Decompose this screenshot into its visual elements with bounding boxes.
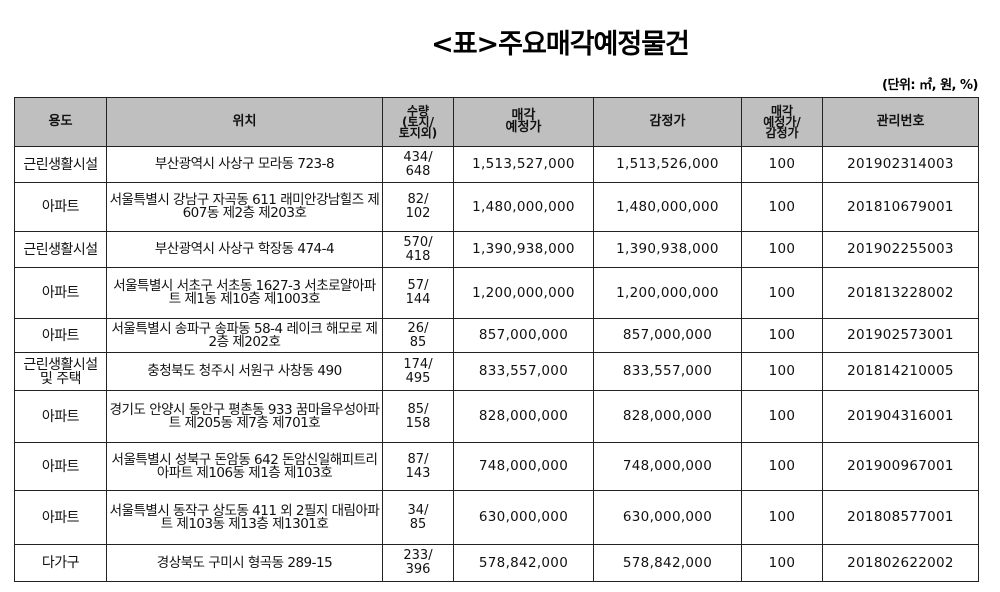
table-cell-mgmt-no: 201808577001 (822, 490, 979, 545)
table-cell-ratio: 100 (741, 544, 823, 582)
table-cell-ratio: 100 (741, 182, 823, 232)
table-cell-location: 서울특별시 서초구 서초동 1627-3 서초로얄아파트 제1동 제10층 제1… (106, 267, 383, 319)
table-cell-appraisal: 833,557,000 (593, 352, 742, 391)
table-cell-mgmt-no: 201813228002 (822, 267, 979, 319)
page-title: <표>주요매각예정물건 (431, 29, 690, 60)
table-cell-mgmt-no: 201904316001 (822, 390, 979, 443)
table-cell-ratio: 100 (741, 231, 823, 268)
table-cell-area: 57/ 144 (382, 267, 454, 319)
table-cell-planned-price: 578,842,000 (453, 544, 594, 582)
table-cell-location: 서울특별시 송파구 송파동 58-4 레이크 해모로 제2층 제202호 (106, 318, 383, 353)
table-cell-appraisal: 748,000,000 (593, 442, 742, 491)
unit-note: (단위: ㎡, 원, %) (882, 78, 978, 93)
table-cell-ratio: 100 (741, 318, 823, 353)
col-header-appraisal: 감정가 (593, 97, 742, 147)
col-header-location: 위치 (106, 97, 383, 147)
table-row: 다가구 경상북도 구미시 형곡동 289-15 233/ 396 578,842,00… (14, 544, 979, 582)
table-cell-location: 서울특별시 강남구 자곡동 611 래미안강남힐즈 제607동 제2층 제203… (106, 182, 383, 232)
table-row: 근린생활시설 부산광역시 사상구 학장동 474-4 570/ 418 1,390,9… (14, 231, 979, 268)
table-cell-appraisal: 1,513,526,000 (593, 146, 742, 183)
table-cell-appraisal: 1,200,000,000 (593, 267, 742, 319)
table-row: 아파트 서울특별시 송파구 송파동 58-4 레이크 해모로 제2층 제202호 2… (14, 318, 979, 353)
table-cell-planned-price: 857,000,000 (453, 318, 594, 353)
table-cell-use: 다가구 (14, 544, 107, 582)
table-cell-area: 233/ 396 (382, 544, 454, 582)
col-header-area: 수량 (토지/ 토지외) (382, 97, 454, 147)
table-cell-use: 아파트 (14, 267, 107, 319)
table-cell-mgmt-no: 201902573001 (822, 318, 979, 353)
table-cell-planned-price: 833,557,000 (453, 352, 594, 391)
table-cell-planned-price: 748,000,000 (453, 442, 594, 491)
table-row: 아파트 서울특별시 성북구 돈암동 642 돈암신일해피트리아파트 제106동 제… (14, 442, 979, 491)
table-cell-area: 434/ 648 (382, 146, 454, 183)
table-cell-use: 아파트 (14, 390, 107, 443)
table-cell-use: 아파트 (14, 442, 107, 491)
table-cell-area: 570/ 418 (382, 231, 454, 268)
table-header-row: 용도 위치 수량 (토지/ 토지외) 매각 예정가 감정가 매각 예정가/ 감정… (14, 97, 979, 147)
table-cell-location: 서울특별시 동작구 상도동 411 외 2필지 대림아파트 제103동 제13층… (106, 490, 383, 545)
table-cell-use: 근린생활시설 및 주택 (14, 352, 107, 391)
table-cell-area: 87/ 143 (382, 442, 454, 491)
col-header-mgmt-no: 관리번호 (822, 97, 979, 147)
table-cell-appraisal: 857,000,000 (593, 318, 742, 353)
col-header-use: 용도 (14, 97, 107, 147)
table-cell-ratio: 100 (741, 146, 823, 183)
table-cell-ratio: 100 (741, 442, 823, 491)
table-cell-use: 아파트 (14, 182, 107, 232)
table-cell-planned-price: 1,200,000,000 (453, 267, 594, 319)
col-header-ratio: 매각 예정가/ 감정가 (741, 97, 823, 147)
table-cell-use: 근린생활시설 (14, 231, 107, 268)
table-cell-mgmt-no: 201802622002 (822, 544, 979, 582)
table-cell-planned-price: 630,000,000 (453, 490, 594, 545)
table-cell-area: 34/ 85 (382, 490, 454, 545)
table-cell-location: 충청북도 청주시 서원구 사창동 490 (106, 352, 383, 391)
table-cell-mgmt-no: 201814210005 (822, 352, 979, 391)
table-cell-appraisal: 578,842,000 (593, 544, 742, 582)
table-cell-planned-price: 1,390,938,000 (453, 231, 594, 268)
table-cell-appraisal: 1,480,000,000 (593, 182, 742, 232)
table-cell-planned-price: 1,480,000,000 (453, 182, 594, 232)
col-header-planned-price: 매각 예정가 (453, 97, 594, 147)
table-cell-use: 아파트 (14, 490, 107, 545)
table-row: 아파트 서울특별시 서초구 서초동 1627-3 서초로얄아파트 제1동 제10층… (14, 267, 979, 319)
table-cell-ratio: 100 (741, 490, 823, 545)
table-row: 아파트 서울특별시 동작구 상도동 411 외 2필지 대림아파트 제103동 제… (14, 490, 979, 545)
table-cell-ratio: 100 (741, 352, 823, 391)
table-cell-location: 경상북도 구미시 형곡동 289-15 (106, 544, 383, 582)
table-cell-location: 부산광역시 사상구 학장동 474-4 (106, 231, 383, 268)
table-row: 아파트 서울특별시 강남구 자곡동 611 래미안강남힐즈 제607동 제2층 제… (14, 182, 979, 232)
table-cell-appraisal: 630,000,000 (593, 490, 742, 545)
table-cell-area: 26/ 85 (382, 318, 454, 353)
properties-table: 용도 위치 수량 (토지/ 토지외) 매각 예정가 감정가 매각 예정가/ 감정… (14, 97, 979, 582)
table-cell-area: 85/ 158 (382, 390, 454, 443)
table-cell-area: 82/ 102 (382, 182, 454, 232)
table-cell-use: 근린생활시설 (14, 146, 107, 183)
table-cell-mgmt-no: 201810679001 (822, 182, 979, 232)
table-cell-location: 경기도 안양시 동안구 평촌동 933 꿈마을우성아파트 제205동 제7층 제… (106, 390, 383, 443)
table-cell-ratio: 100 (741, 390, 823, 443)
table-cell-use: 아파트 (14, 318, 107, 353)
table-cell-location: 부산광역시 사상구 모라동 723-8 (106, 146, 383, 183)
table-cell-mgmt-no: 201900967001 (822, 442, 979, 491)
table-row: 근린생활시설 부산광역시 사상구 모라동 723-8 434/ 648 1,513,5… (14, 146, 979, 183)
table-row: 아파트 경기도 안양시 동안구 평촌동 933 꿈마을우성아파트 제205동 제7… (14, 390, 979, 443)
table-cell-appraisal: 1,390,938,000 (593, 231, 742, 268)
table-cell-mgmt-no: 201902255003 (822, 231, 979, 268)
table-cell-appraisal: 828,000,000 (593, 390, 742, 443)
table-cell-planned-price: 828,000,000 (453, 390, 594, 443)
table-cell-ratio: 100 (741, 267, 823, 319)
table-cell-planned-price: 1,513,527,000 (453, 146, 594, 183)
table-cell-location: 서울특별시 성북구 돈암동 642 돈암신일해피트리아파트 제106동 제1층 … (106, 442, 383, 491)
table-row: 근린생활시설 및 주택 충청북도 청주시 서원구 사창동 490 174/ 495 8… (14, 352, 979, 391)
table-cell-mgmt-no: 201902314003 (822, 146, 979, 183)
table-cell-area: 174/ 495 (382, 352, 454, 391)
